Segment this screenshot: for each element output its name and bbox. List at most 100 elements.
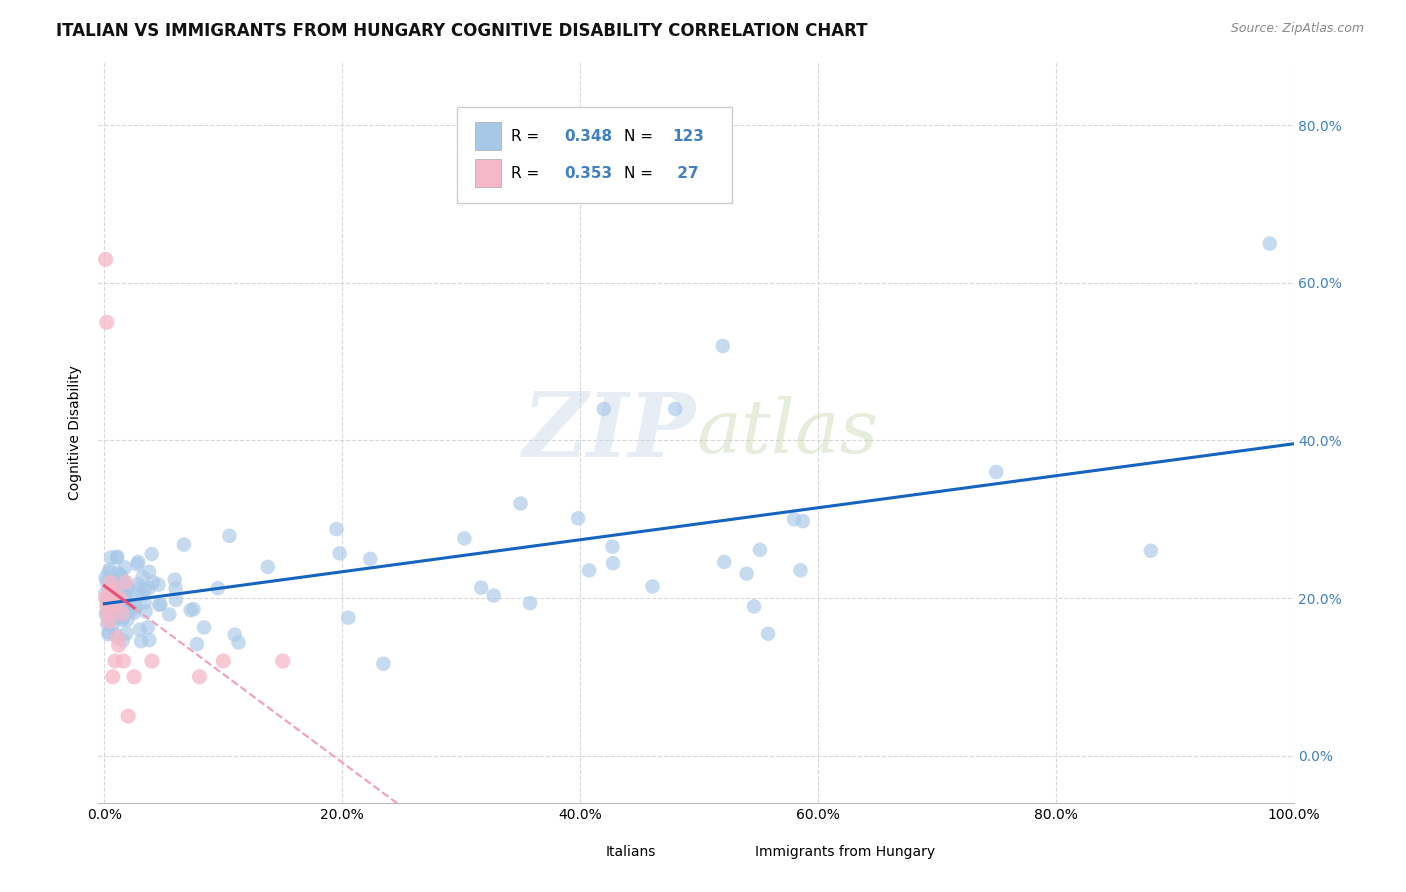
Point	[482, 589, 505, 603]
Point	[103, 601, 125, 615]
Point	[111, 633, 134, 648]
Point	[141, 547, 163, 561]
Point	[114, 560, 136, 574]
Point	[97, 607, 120, 621]
Point	[127, 555, 149, 569]
Point	[103, 583, 125, 598]
Point	[114, 596, 136, 610]
Point	[107, 598, 129, 612]
Point	[783, 512, 806, 526]
Point	[105, 549, 128, 564]
Point	[110, 575, 132, 590]
Point	[135, 605, 157, 619]
Point	[112, 574, 135, 589]
Point	[134, 582, 156, 597]
Point	[115, 589, 138, 603]
Text: Italians: Italians	[605, 846, 655, 859]
Point	[111, 576, 134, 591]
Text: ZIP: ZIP	[523, 390, 696, 475]
Point	[124, 606, 146, 620]
Point	[111, 613, 134, 627]
Point	[163, 573, 186, 587]
Point	[329, 546, 352, 560]
Point	[228, 635, 250, 649]
Point	[748, 542, 770, 557]
Point	[742, 599, 765, 614]
Point	[112, 583, 135, 598]
Point	[138, 633, 160, 648]
Point	[94, 570, 117, 584]
Point	[131, 570, 153, 584]
Point	[112, 654, 135, 668]
Point	[792, 514, 814, 528]
Point	[165, 592, 187, 607]
Point	[98, 579, 121, 593]
Text: atlas: atlas	[696, 396, 879, 469]
Point	[117, 709, 139, 723]
Point	[134, 596, 156, 610]
Text: 27: 27	[672, 166, 699, 181]
Point	[94, 607, 117, 622]
Point	[108, 592, 131, 607]
Text: Immigrants from Hungary: Immigrants from Hungary	[755, 846, 935, 859]
Point	[97, 625, 120, 640]
FancyBboxPatch shape	[475, 121, 501, 150]
Point	[105, 628, 128, 642]
Point	[96, 315, 118, 329]
Point	[98, 615, 121, 629]
Point	[118, 591, 141, 605]
Point	[148, 577, 170, 591]
Text: Source: ZipAtlas.com: Source: ZipAtlas.com	[1230, 22, 1364, 36]
Point	[100, 607, 122, 621]
Point	[986, 465, 1008, 479]
Point	[713, 555, 735, 569]
Point	[180, 603, 202, 617]
Point	[711, 339, 734, 353]
Point	[602, 540, 624, 554]
Point	[104, 579, 127, 593]
Point	[115, 580, 138, 594]
Point	[756, 626, 779, 640]
Point	[271, 654, 294, 668]
Point	[735, 566, 758, 581]
Point	[105, 550, 128, 565]
Point	[110, 568, 132, 582]
Point	[111, 607, 134, 621]
Point	[115, 599, 138, 614]
Text: R =: R =	[510, 129, 544, 144]
Point	[104, 591, 127, 605]
Point	[111, 592, 134, 607]
Point	[138, 565, 160, 579]
Point	[122, 670, 145, 684]
Point	[97, 627, 120, 641]
Point	[115, 626, 138, 640]
Point	[519, 596, 541, 610]
Point	[136, 620, 159, 634]
Point	[94, 591, 117, 605]
Point	[96, 616, 118, 631]
Point	[138, 582, 160, 596]
Point	[104, 587, 127, 601]
Point	[96, 599, 118, 613]
Point	[664, 402, 686, 417]
Point	[104, 654, 127, 668]
Point	[165, 582, 187, 596]
Point	[107, 611, 129, 625]
Point	[108, 591, 131, 605]
Point	[98, 575, 121, 590]
Point	[173, 538, 195, 552]
Point	[101, 670, 124, 684]
Point	[100, 550, 122, 565]
Point	[602, 556, 624, 570]
Point	[129, 634, 152, 648]
Text: N =: N =	[624, 129, 658, 144]
FancyBboxPatch shape	[725, 844, 748, 861]
Point	[131, 588, 153, 602]
Point	[117, 613, 139, 627]
Point	[157, 607, 180, 622]
Y-axis label: Cognitive Disability: Cognitive Disability	[69, 365, 83, 500]
Point	[107, 631, 129, 645]
Point	[114, 575, 136, 590]
Point	[97, 566, 120, 580]
Point	[337, 610, 360, 624]
